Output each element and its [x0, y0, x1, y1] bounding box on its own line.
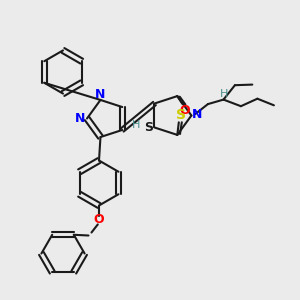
Text: S: S	[176, 108, 186, 122]
Text: S: S	[145, 121, 154, 134]
Text: O: O	[179, 104, 190, 117]
Text: N: N	[75, 112, 85, 125]
Text: H: H	[220, 88, 229, 99]
Text: N: N	[192, 107, 202, 121]
Text: N: N	[95, 88, 105, 101]
Text: H: H	[132, 120, 140, 130]
Text: O: O	[94, 213, 104, 226]
